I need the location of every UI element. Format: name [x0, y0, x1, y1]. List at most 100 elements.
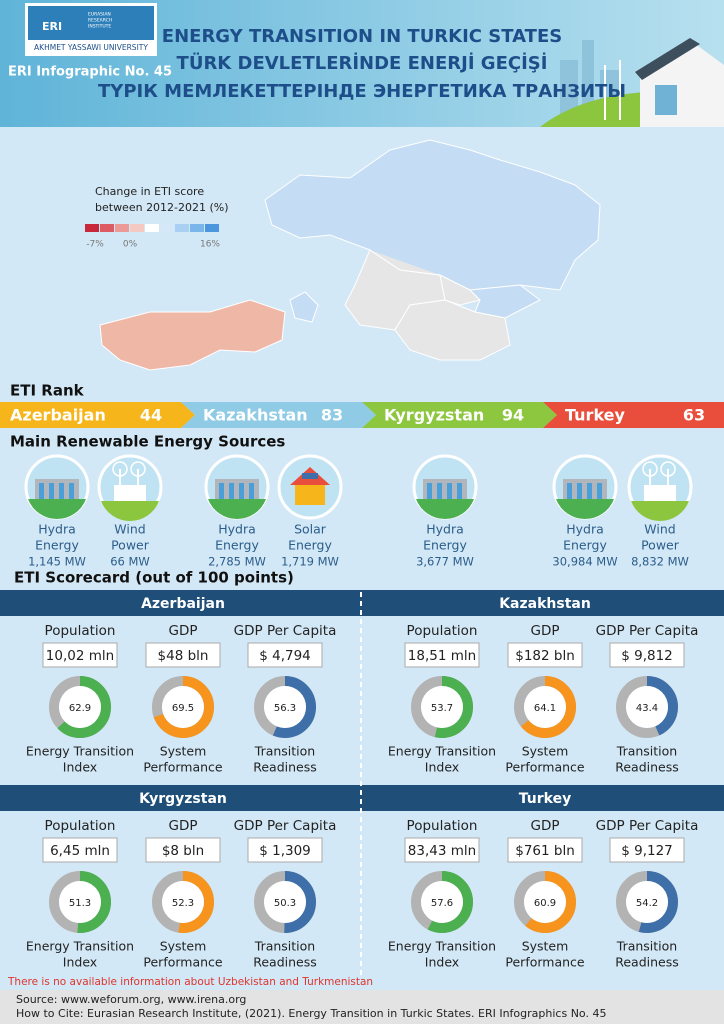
section-title: Main Renewable Energy Sources	[10, 433, 285, 451]
icon-part	[59, 483, 64, 499]
stat-box	[404, 837, 480, 863]
capacity: 8,832 MW	[631, 555, 689, 569]
icon-part	[597, 483, 602, 499]
icon-part	[28, 499, 86, 520]
donut-arc	[616, 871, 678, 933]
score: 50.3	[274, 898, 296, 909]
section-title: ETI Scorecard (out of 100 points)	[14, 569, 294, 587]
donut-hole	[421, 881, 463, 923]
stat-box	[507, 837, 583, 863]
icon-part	[437, 483, 442, 499]
index-label: Energy Transition	[26, 939, 134, 954]
source-name: Wind	[114, 522, 145, 537]
rank-value: 63	[683, 406, 705, 425]
index-label: System	[160, 939, 207, 954]
index-label: Index	[63, 760, 97, 775]
icon-part	[642, 461, 658, 477]
index-label: System	[522, 939, 569, 954]
stat-value: $8 bln	[162, 843, 204, 859]
donut-hole	[162, 686, 204, 728]
icon-part	[457, 483, 462, 499]
icon-part	[215, 479, 259, 499]
legend-tick: 0%	[123, 240, 138, 250]
rank-arrow	[0, 402, 195, 428]
source-name: Energy	[35, 538, 79, 553]
rank-country: Kazakhstan	[203, 406, 308, 425]
index-label: Readiness	[253, 955, 317, 970]
stat-label: GDP	[531, 623, 560, 639]
index-label: System	[160, 744, 207, 759]
donut-arc	[514, 676, 576, 738]
rank-value: 44	[140, 406, 162, 425]
energy-icon	[412, 454, 478, 520]
energy-icon	[552, 454, 618, 520]
country-name: Kazakhstan	[499, 596, 591, 612]
source-name: Energy	[288, 538, 332, 553]
donut-arc	[152, 676, 214, 738]
card-header	[362, 590, 724, 616]
stat-box	[42, 837, 118, 863]
donut-arc	[254, 871, 316, 933]
index-label: Readiness	[253, 760, 317, 775]
icon-part	[249, 483, 254, 499]
donut-arc	[411, 676, 473, 738]
icon-part	[39, 483, 44, 499]
rank-value: 94	[502, 406, 524, 425]
donut-hole	[162, 881, 204, 923]
score: 56.3	[274, 703, 296, 714]
turkey	[99, 299, 286, 371]
capacity: 1,145 MW	[28, 555, 86, 569]
index-label: Index	[425, 760, 459, 775]
legend-swatch	[115, 224, 129, 232]
index-label: Transition	[254, 744, 315, 759]
score: 60.9	[534, 898, 556, 909]
icon-part	[567, 483, 572, 499]
stat-label: GDP	[531, 818, 560, 834]
issue: ERI Infographic No. 45	[8, 65, 172, 80]
section-title: ETI Rank	[10, 382, 85, 400]
stat-box	[609, 837, 685, 863]
score: 62.9	[69, 703, 91, 714]
energy-icon	[24, 454, 90, 520]
legend-title: between 2012-2021 (%)	[95, 201, 229, 214]
donut-hole	[59, 881, 101, 923]
logo-line: EURASIAN	[88, 12, 111, 18]
stat-value: $182 bln	[515, 648, 575, 664]
donut-arc	[49, 871, 111, 933]
score: 64.1	[534, 703, 556, 714]
legend: -7% 0% 16%	[85, 224, 220, 250]
stat-label: Population	[407, 623, 478, 639]
stat-box	[609, 642, 685, 668]
rank-arrow	[181, 402, 376, 428]
stat-box	[145, 642, 221, 668]
azerbaijan	[289, 291, 319, 323]
source-name: Solar	[294, 522, 327, 537]
icon-part	[69, 483, 74, 499]
icon-part	[416, 499, 474, 520]
region	[394, 299, 511, 361]
icon-part	[644, 485, 676, 503]
logo-band	[28, 6, 154, 40]
icon-part	[563, 479, 607, 499]
stat-label: GDP	[169, 818, 198, 834]
icon-part	[229, 483, 234, 499]
icon-part	[423, 479, 467, 499]
index-label: System	[522, 744, 569, 759]
capacity: 66 MW	[110, 555, 150, 569]
index-label: Transition	[616, 939, 677, 954]
capacity: 2,785 MW	[208, 555, 266, 569]
stat-label: Population	[45, 623, 116, 639]
index-label: Performance	[505, 760, 585, 775]
legend-swatch	[205, 224, 219, 232]
index-label: Index	[63, 955, 97, 970]
source-name: Hydra	[218, 522, 256, 537]
icon-part	[556, 499, 614, 520]
icon-part	[427, 483, 432, 499]
logo-line: RESEARCH	[88, 18, 112, 24]
source: Source: www.weforum.org, www.irena.org	[16, 993, 246, 1006]
index-label: Performance	[143, 760, 223, 775]
stat-value: $ 9,127	[621, 843, 673, 859]
index-label: Energy Transition	[388, 744, 496, 759]
capacity: 30,984 MW	[552, 555, 617, 569]
